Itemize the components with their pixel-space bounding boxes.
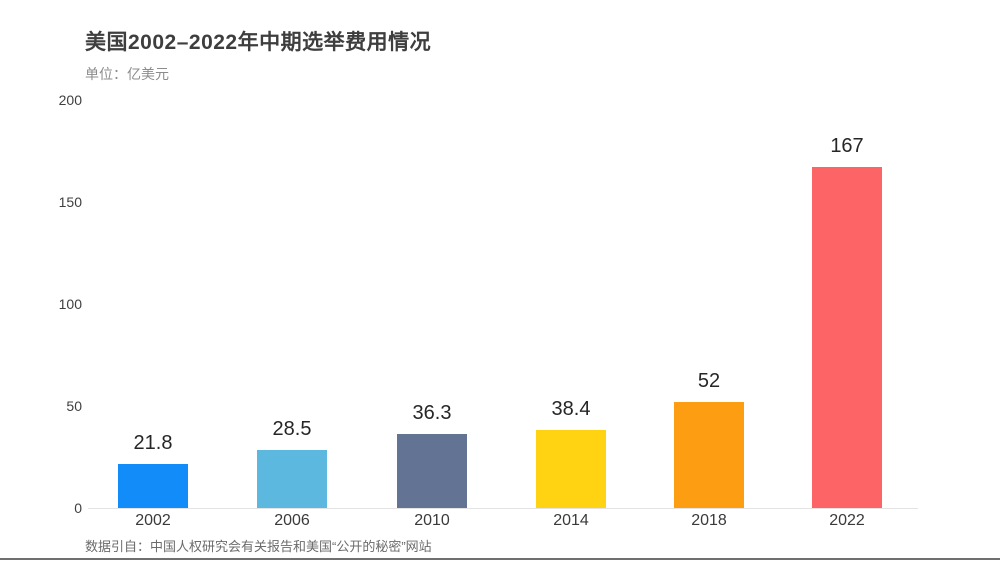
x-axis-label: 2022 — [829, 512, 865, 529]
bottom-divider — [0, 558, 1000, 560]
x-axis-label: 2006 — [274, 512, 310, 529]
x-axis-label: 2010 — [414, 512, 450, 529]
y-axis-tick-label: 150 — [58, 194, 82, 210]
bar-value-label: 36.3 — [412, 402, 452, 424]
bar-value-label: 167 — [830, 135, 864, 157]
bar-column-2002: 21.8 2002 — [118, 0, 188, 529]
y-axis-tick-label: 100 — [58, 296, 82, 312]
bar-column-2006: 28.5 2006 — [257, 0, 327, 529]
bar-column-2010: 36.3 2010 — [397, 0, 467, 529]
bar-value-label: 28.5 — [272, 418, 312, 440]
x-axis-line — [88, 508, 918, 509]
bar — [812, 167, 882, 508]
bar-value-label: 21.8 — [133, 432, 173, 454]
x-axis-label: 2018 — [691, 512, 727, 529]
x-axis-label: 2014 — [553, 512, 589, 529]
y-axis-tick-label: 50 — [66, 398, 82, 414]
bar-column-2014: 38.4 2014 — [536, 0, 606, 529]
bar — [397, 434, 467, 508]
x-axis-label: 2002 — [135, 512, 171, 529]
y-axis-tick-label: 200 — [58, 92, 82, 108]
bar-column-2022: 167 2022 — [812, 0, 882, 529]
bar-value-label: 52 — [697, 370, 721, 392]
source-note: 数据引自：中国人权研究会有关报告和美国“公开的秘密”网站 — [85, 539, 432, 554]
y-axis-tick-label: 0 — [74, 500, 82, 516]
bar — [536, 430, 606, 508]
chart-title: 美国2002–2022年中期选举费用情况 — [85, 31, 432, 54]
bar-value-label: 38.4 — [551, 398, 591, 420]
bar-column-2018: 52 2018 — [674, 0, 744, 529]
bar — [118, 464, 188, 508]
bar — [674, 402, 744, 508]
bar — [257, 450, 327, 508]
chart-unit-label: 单位：亿美元 — [85, 66, 169, 82]
